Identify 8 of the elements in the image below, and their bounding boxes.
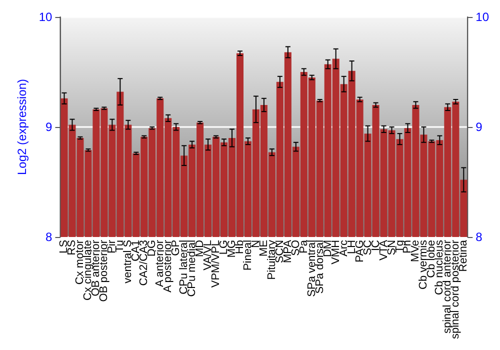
x-tick-label: Retina (458, 239, 470, 272)
y2-tick-label: 10 (476, 10, 490, 24)
y-tick-label: 10 (38, 10, 53, 24)
y2-tick-label: 8 (476, 230, 483, 244)
y-tick-label: 9 (46, 120, 53, 134)
y-axis-title: Log2 (expression) (15, 78, 29, 176)
y2-tick-label: 9 (476, 120, 483, 134)
y-tick-label: 8 (46, 230, 53, 244)
